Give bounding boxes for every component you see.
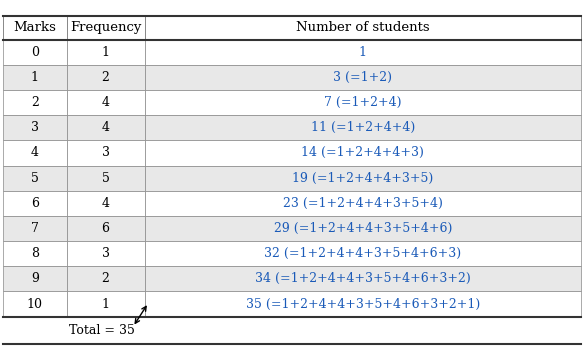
Text: 14 (=1+2+4+4+3): 14 (=1+2+4+4+3) xyxy=(301,146,424,160)
Text: 7: 7 xyxy=(31,222,39,235)
Bar xyxy=(67,165,145,191)
Text: 3: 3 xyxy=(102,247,110,260)
Text: Total = 35: Total = 35 xyxy=(69,324,135,337)
Text: 2: 2 xyxy=(31,96,39,109)
Text: Marks: Marks xyxy=(13,21,56,34)
Text: 5: 5 xyxy=(102,172,109,185)
Text: 4: 4 xyxy=(102,121,110,134)
Text: 29 (=1+2+4+4+3+5+4+6): 29 (=1+2+4+4+3+5+4+6) xyxy=(274,222,452,235)
Text: 35 (=1+2+4+4+3+5+4+6+3+2+1): 35 (=1+2+4+4+3+5+4+6+3+2+1) xyxy=(246,298,480,310)
Text: 1: 1 xyxy=(359,46,367,59)
Text: 9: 9 xyxy=(31,272,39,285)
Bar xyxy=(145,216,581,241)
Text: 6: 6 xyxy=(102,222,110,235)
Bar xyxy=(67,266,145,291)
Bar xyxy=(145,241,581,266)
Bar xyxy=(3,65,67,90)
Bar xyxy=(145,191,581,216)
Bar xyxy=(67,16,145,40)
Bar xyxy=(67,291,145,317)
Text: 8: 8 xyxy=(31,247,39,260)
Bar xyxy=(67,216,145,241)
Text: 6: 6 xyxy=(31,197,39,210)
Bar xyxy=(145,165,581,191)
Bar xyxy=(145,16,581,40)
Bar xyxy=(3,216,67,241)
Bar xyxy=(3,191,67,216)
Bar xyxy=(67,115,145,140)
Text: 0: 0 xyxy=(31,46,39,59)
Bar xyxy=(3,140,67,165)
Text: 4: 4 xyxy=(31,146,39,160)
Bar xyxy=(3,266,67,291)
Bar xyxy=(145,291,581,317)
Text: 1: 1 xyxy=(31,71,39,84)
Bar xyxy=(3,165,67,191)
Bar xyxy=(145,115,581,140)
Bar xyxy=(145,90,581,115)
Bar xyxy=(145,140,581,165)
Bar xyxy=(67,90,145,115)
Bar xyxy=(145,266,581,291)
Text: 34 (=1+2+4+4+3+5+4+6+3+2): 34 (=1+2+4+4+3+5+4+6+3+2) xyxy=(255,272,471,285)
Bar xyxy=(3,16,67,40)
Bar xyxy=(67,191,145,216)
Text: 2: 2 xyxy=(102,272,109,285)
Bar xyxy=(67,40,145,65)
Bar xyxy=(3,317,581,344)
Bar xyxy=(3,115,67,140)
Bar xyxy=(145,40,581,65)
Text: 5: 5 xyxy=(31,172,39,185)
Text: 4: 4 xyxy=(102,197,110,210)
Text: 7 (=1+2+4): 7 (=1+2+4) xyxy=(324,96,402,109)
Text: 2: 2 xyxy=(102,71,109,84)
Text: 32 (=1+2+4+4+3+5+4+6+3): 32 (=1+2+4+4+3+5+4+6+3) xyxy=(265,247,461,260)
Text: 10: 10 xyxy=(27,298,43,310)
Bar xyxy=(145,65,581,90)
Bar xyxy=(3,90,67,115)
Text: 1: 1 xyxy=(102,298,110,310)
Bar xyxy=(67,241,145,266)
Text: Frequency: Frequency xyxy=(70,21,141,34)
Text: 3: 3 xyxy=(31,121,39,134)
Text: 3 (=1+2): 3 (=1+2) xyxy=(333,71,392,84)
Text: 19 (=1+2+4+4+3+5): 19 (=1+2+4+4+3+5) xyxy=(292,172,433,185)
Text: 4: 4 xyxy=(102,96,110,109)
Bar xyxy=(67,65,145,90)
Text: Number of students: Number of students xyxy=(296,21,430,34)
Bar xyxy=(3,241,67,266)
Bar xyxy=(67,140,145,165)
Text: 11 (=1+2+4+4): 11 (=1+2+4+4) xyxy=(311,121,415,134)
Text: 23 (=1+2+4+4+3+5+4): 23 (=1+2+4+4+3+5+4) xyxy=(283,197,443,210)
Text: 1: 1 xyxy=(102,46,110,59)
Bar xyxy=(3,40,67,65)
Text: 3: 3 xyxy=(102,146,110,160)
Bar xyxy=(3,291,67,317)
